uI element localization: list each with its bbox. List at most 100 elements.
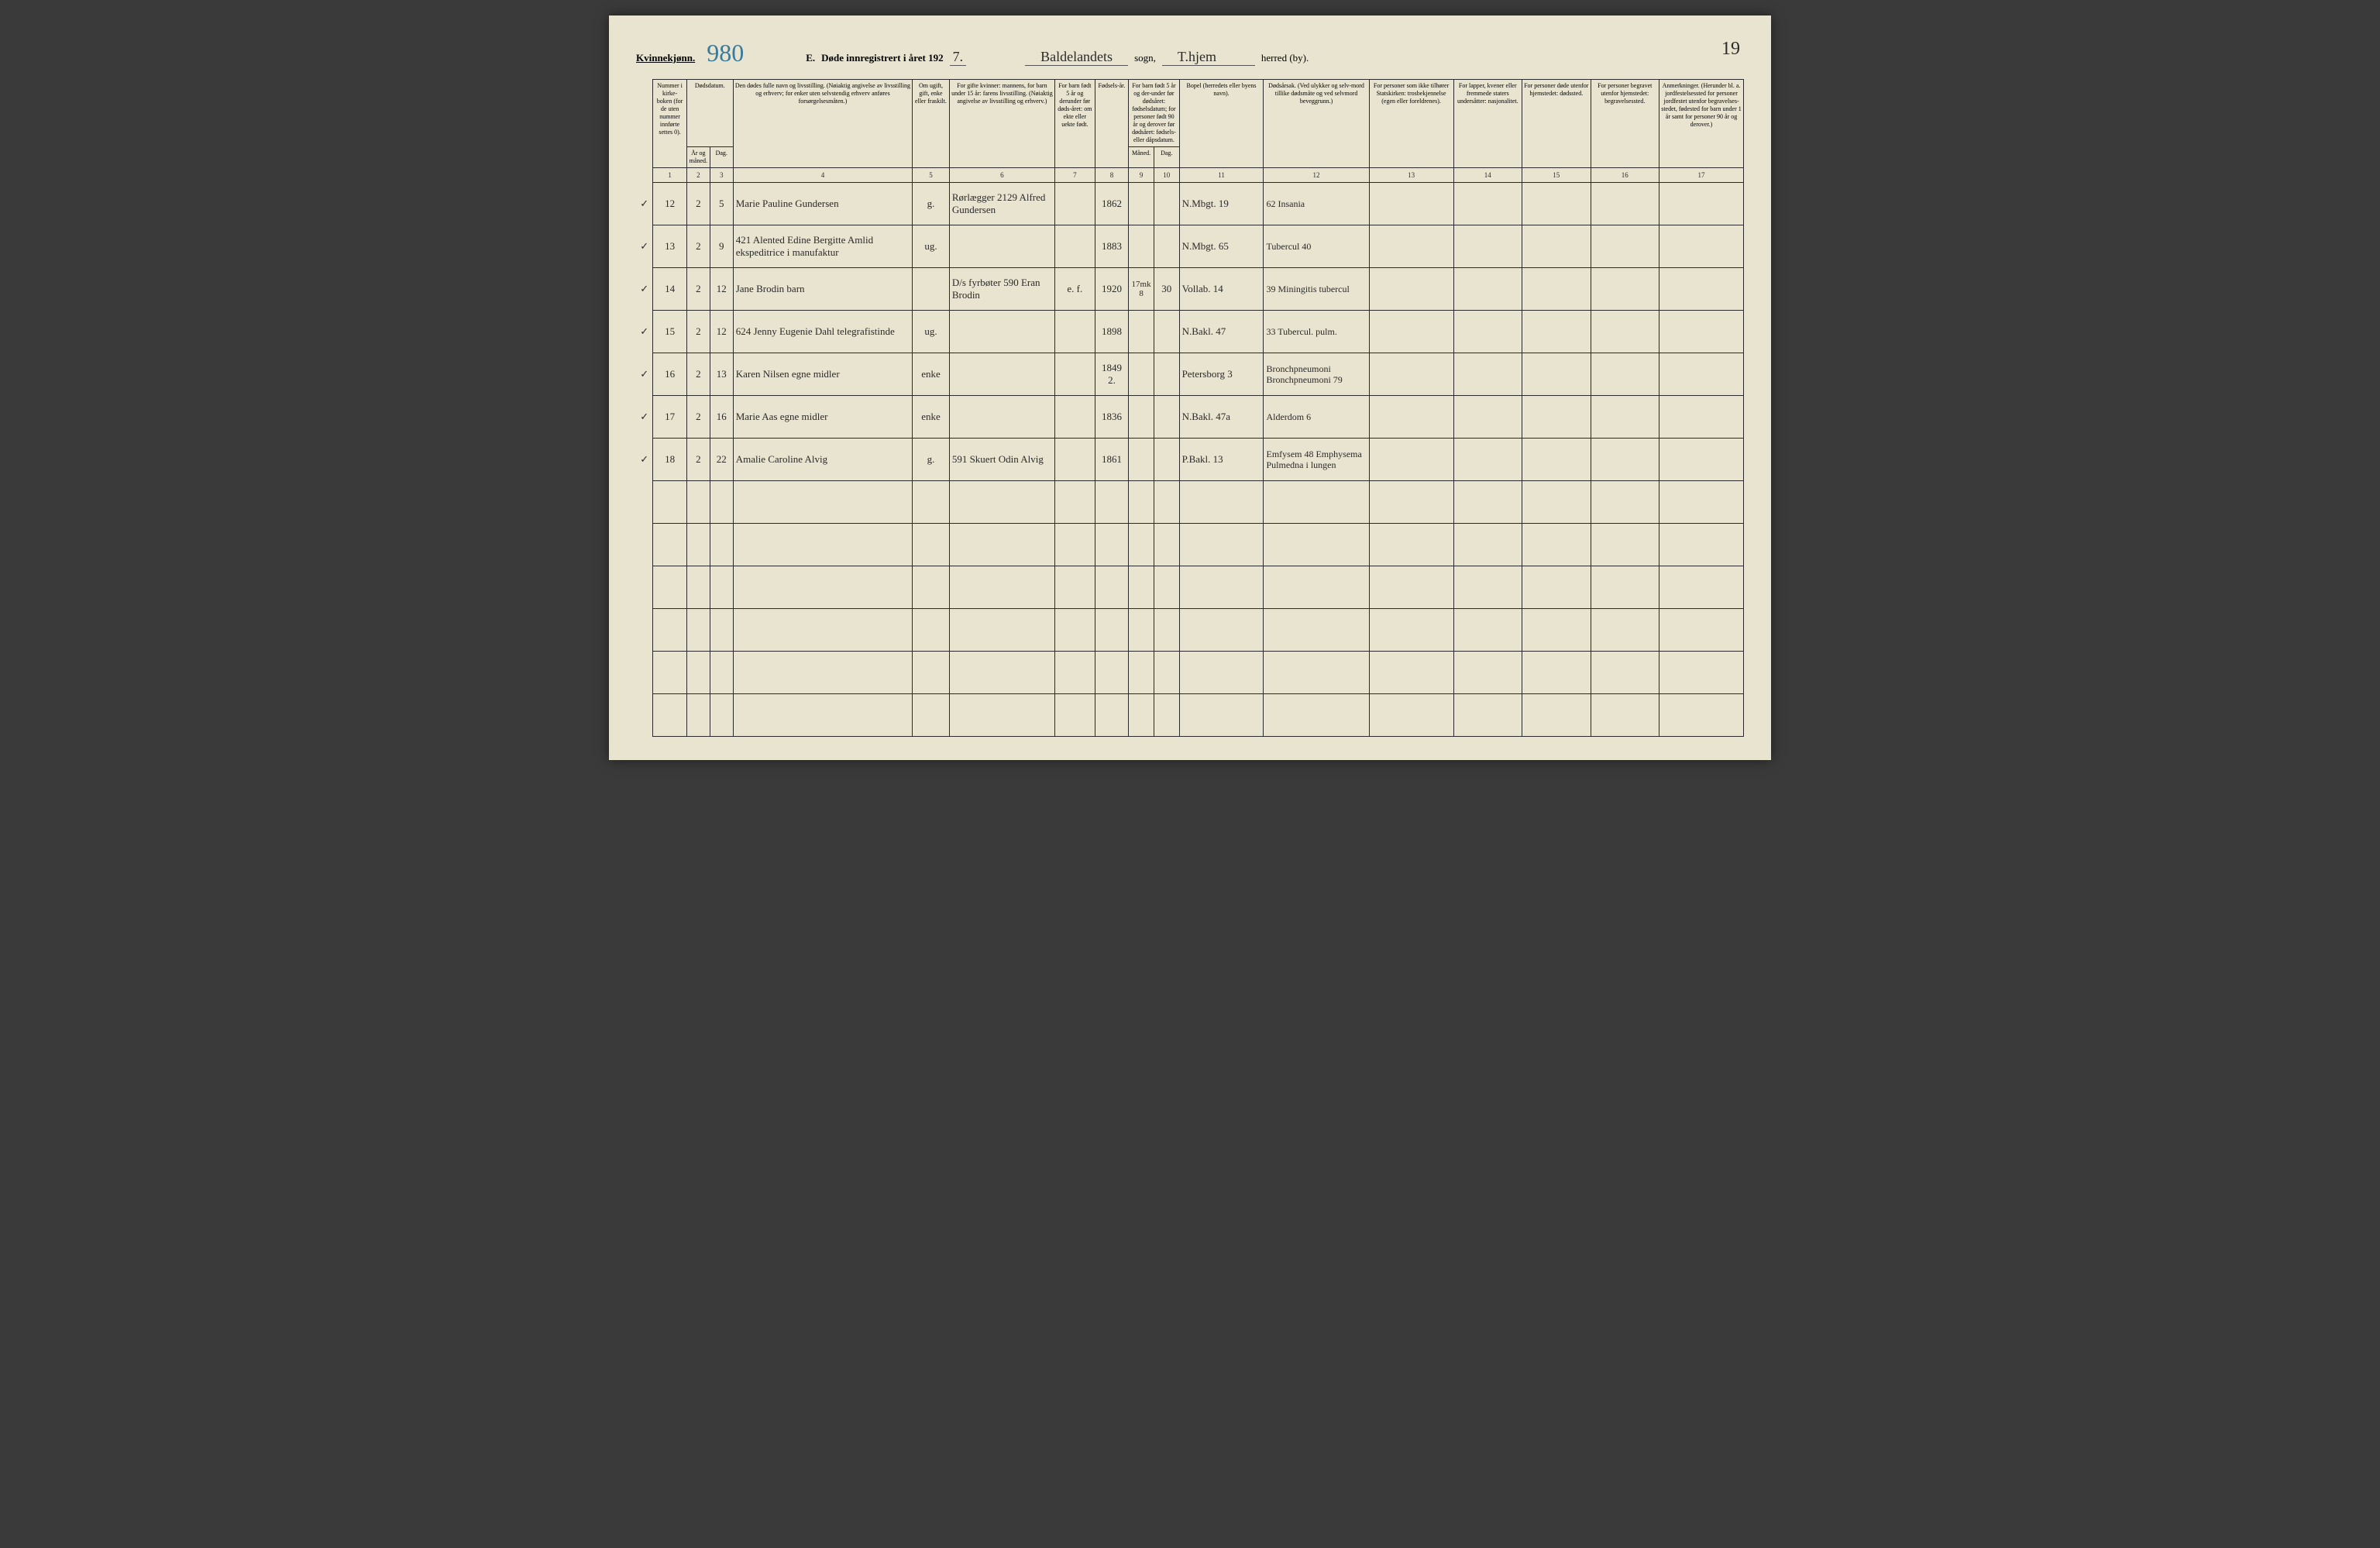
col-header-9: For barn født 5 år og der-under før døds… (1129, 80, 1179, 147)
table-cell: 2 (686, 225, 710, 268)
table-cell: N.Mbgt. 65 (1179, 225, 1264, 268)
table-cell: 13 (653, 225, 687, 268)
col-header-9b: Dag. (1154, 147, 1179, 168)
table-row: ✓16213Karen Nilsen egne midlerenke1849 2… (636, 353, 1744, 396)
herred-value: T.hjem (1162, 49, 1255, 66)
table-cell: Jane Brodin barn (733, 268, 912, 311)
table-cell (1453, 524, 1522, 566)
table-cell: 421 Alented Edine Bergitte Amlid ekspedi… (733, 225, 912, 268)
table-cell (1591, 566, 1659, 609)
table-cell (1453, 481, 1522, 524)
table-row: ✓1329421 Alented Edine Bergitte Amlid ek… (636, 225, 1744, 268)
table-cell (1522, 609, 1591, 652)
table-cell: 591 Skuert Odin Alvig (949, 439, 1054, 481)
table-cell (1591, 268, 1659, 311)
title-prefix: Døde innregistrert i året 192 (821, 52, 943, 64)
table-row: ✓17216Marie Aas egne midlerenke1836N.Bak… (636, 396, 1744, 439)
table-cell (1369, 353, 1453, 396)
table-cell: ✓ (636, 183, 653, 225)
table-cell (1154, 225, 1179, 268)
table-row: ✓14212Jane Brodin barnD/s fyrbøter 590 E… (636, 268, 1744, 311)
table-cell (1054, 183, 1095, 225)
table-cell (1591, 183, 1659, 225)
table-cell (1154, 311, 1179, 353)
table-cell (653, 609, 687, 652)
col-num: 5 (913, 168, 950, 183)
table-cell (1659, 566, 1743, 609)
table-cell (1154, 439, 1179, 481)
table-cell: Vollab. 14 (1179, 268, 1264, 311)
table-cell (949, 694, 1054, 737)
table-row: ✓18222Amalie Caroline Alvigg.591 Skuert … (636, 439, 1744, 481)
table-cell (1054, 566, 1095, 609)
table-cell (1095, 609, 1129, 652)
table-cell: ug. (913, 311, 950, 353)
table-cell (1179, 694, 1264, 737)
table-cell (1659, 225, 1743, 268)
table-cell: 1836 (1095, 396, 1129, 439)
table-cell (1591, 311, 1659, 353)
table-cell (1369, 524, 1453, 566)
table-cell: e. f. (1054, 268, 1095, 311)
col-num: 2 (686, 168, 710, 183)
table-cell (1129, 225, 1154, 268)
table-cell (1522, 481, 1591, 524)
table-cell: Amalie Caroline Alvig (733, 439, 912, 481)
table-cell: 17mk 8 (1129, 268, 1154, 311)
table-cell (1264, 694, 1369, 737)
table-cell: 2 (686, 268, 710, 311)
table-cell: 1861 (1095, 439, 1129, 481)
table-cell: Emfysem 48 Emphysema Pulmedna i lungen (1264, 439, 1369, 481)
table-cell: 62 Insania (1264, 183, 1369, 225)
table-cell (1154, 652, 1179, 694)
table-cell (1154, 524, 1179, 566)
table-cell (1054, 311, 1095, 353)
table-cell (1095, 524, 1129, 566)
table-cell (636, 694, 653, 737)
table-cell (1369, 439, 1453, 481)
table-cell: enke (913, 353, 950, 396)
table-cell: 2 (686, 396, 710, 439)
table-cell (1522, 652, 1591, 694)
table-cell: enke (913, 396, 950, 439)
col-num: 12 (1264, 168, 1369, 183)
table-cell: ✓ (636, 311, 653, 353)
table-cell (686, 652, 710, 694)
table-cell (949, 609, 1054, 652)
table-cell (1369, 694, 1453, 737)
table-cell (1369, 481, 1453, 524)
table-cell: 30 (1154, 268, 1179, 311)
col-header-13: For personer som ikke tilhører Statskirk… (1369, 80, 1453, 168)
table-cell (1264, 566, 1369, 609)
table-cell: 16 (710, 396, 733, 439)
table-cell (710, 481, 733, 524)
table-cell (1453, 225, 1522, 268)
table-cell: ✓ (636, 225, 653, 268)
table-cell (1054, 694, 1095, 737)
table-cell (1591, 609, 1659, 652)
register-page: 19 Kvinnekjønn. 980 E. Døde innregistrer… (609, 15, 1771, 760)
table-row-empty (636, 524, 1744, 566)
table-cell (710, 652, 733, 694)
table-cell (686, 524, 710, 566)
table-cell (949, 353, 1054, 396)
table-cell (1659, 524, 1743, 566)
col-header-8: Fødsels-år. (1095, 80, 1129, 168)
table-cell (1054, 225, 1095, 268)
table-cell (1453, 439, 1522, 481)
column-number-row: 1 2 3 4 5 6 7 8 9 10 11 12 13 14 15 16 1… (636, 168, 1744, 183)
table-cell (1369, 183, 1453, 225)
table-cell (1129, 183, 1154, 225)
table-cell (1154, 566, 1179, 609)
col-header-4: Den dødes fulle navn og livsstilling. (N… (733, 80, 912, 168)
table-cell (949, 524, 1054, 566)
table-cell (1369, 268, 1453, 311)
col-num: 9 (1129, 168, 1154, 183)
table-cell (1095, 652, 1129, 694)
table-cell: g. (913, 439, 950, 481)
table-cell (1659, 396, 1743, 439)
table-cell (1591, 481, 1659, 524)
sogn-label: sogn, (1134, 52, 1156, 64)
col-num: 8 (1095, 168, 1129, 183)
table-cell (1659, 609, 1743, 652)
